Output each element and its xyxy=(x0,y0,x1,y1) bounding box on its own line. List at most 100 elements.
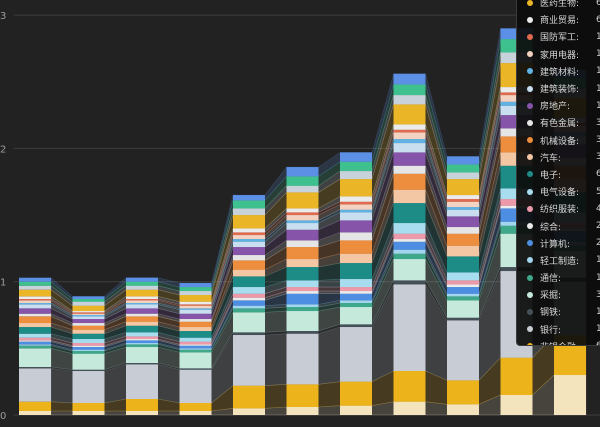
bar-segment[interactable] xyxy=(179,319,212,322)
bar-segment[interactable] xyxy=(126,339,158,341)
bar-segment[interactable] xyxy=(126,300,158,304)
bar-segment[interactable] xyxy=(286,176,319,186)
bar-segment[interactable] xyxy=(19,337,51,341)
bar-segment[interactable] xyxy=(447,317,479,321)
bar-segment[interactable] xyxy=(126,296,158,300)
bar-segment[interactable] xyxy=(393,253,426,260)
bar-segment[interactable] xyxy=(179,291,212,296)
bar-segment[interactable] xyxy=(126,313,158,317)
bar-segment[interactable] xyxy=(340,253,372,264)
bar-segment[interactable] xyxy=(72,319,105,324)
bar-segment[interactable] xyxy=(19,303,51,305)
bar-segment[interactable] xyxy=(19,367,51,369)
bar-segment[interactable] xyxy=(340,291,372,294)
bar-segment[interactable] xyxy=(126,399,158,412)
bar-segment[interactable] xyxy=(340,201,372,205)
bar-segment[interactable] xyxy=(72,403,105,412)
bar-segment[interactable] xyxy=(72,369,105,372)
bar-segment[interactable] xyxy=(393,239,426,242)
bar-segment[interactable] xyxy=(447,300,479,318)
bar-segment[interactable] xyxy=(447,296,479,301)
bar-segment[interactable] xyxy=(393,233,426,240)
bar-segment[interactable] xyxy=(126,308,158,314)
bar-segment[interactable] xyxy=(447,272,479,281)
bar-segment[interactable] xyxy=(72,312,105,314)
bar-segment[interactable] xyxy=(19,411,51,415)
bar-segment[interactable] xyxy=(233,287,265,294)
bar-segment[interactable] xyxy=(179,344,212,346)
bar-segment[interactable] xyxy=(447,209,479,217)
bar-segment[interactable] xyxy=(126,411,158,415)
bar-segment[interactable] xyxy=(72,333,105,340)
bar-segment[interactable] xyxy=(126,277,158,282)
bar-segment[interactable] xyxy=(286,240,319,248)
bar-segment[interactable] xyxy=(72,323,105,326)
bar-segment[interactable] xyxy=(72,311,105,313)
bar-segment[interactable] xyxy=(340,293,372,301)
bar-segment[interactable] xyxy=(72,313,105,316)
bar-segment[interactable] xyxy=(447,179,479,196)
bar-segment[interactable] xyxy=(179,321,212,328)
bar-segment[interactable] xyxy=(19,368,51,402)
bar-segment[interactable] xyxy=(393,284,426,372)
bar-segment[interactable] xyxy=(393,203,426,224)
bar-segment[interactable] xyxy=(179,368,212,370)
bar-segment[interactable] xyxy=(19,345,51,349)
bar-segment[interactable] xyxy=(179,305,212,309)
bar-segment[interactable] xyxy=(126,363,158,365)
bar-segment[interactable] xyxy=(19,313,51,317)
bar-segment[interactable] xyxy=(233,308,265,313)
bar-segment[interactable] xyxy=(393,84,426,96)
bar-segment[interactable] xyxy=(179,313,212,320)
bar-segment[interactable] xyxy=(179,369,212,404)
bar-segment[interactable] xyxy=(179,349,212,353)
bar-segment[interactable] xyxy=(179,287,212,292)
bar-segment[interactable] xyxy=(340,327,372,382)
bar-segment[interactable] xyxy=(233,228,265,233)
bar-segment[interactable] xyxy=(179,352,212,369)
bar-segment[interactable] xyxy=(179,331,212,338)
bar-segment[interactable] xyxy=(19,344,51,346)
bar-segment[interactable] xyxy=(126,289,158,297)
bar-segment[interactable] xyxy=(393,139,426,144)
bar-segment[interactable] xyxy=(233,408,265,415)
bar-segment[interactable] xyxy=(286,259,319,268)
bar-segment[interactable] xyxy=(286,311,319,332)
bar-segment[interactable] xyxy=(447,199,479,202)
bar-segment[interactable] xyxy=(393,280,426,285)
bar-segment[interactable] xyxy=(179,403,212,412)
bar-segment[interactable] xyxy=(72,345,105,348)
bar-segment[interactable] xyxy=(340,263,372,280)
bar-segment[interactable] xyxy=(286,291,319,294)
bar-segment[interactable] xyxy=(126,281,158,286)
bar-segment[interactable] xyxy=(393,152,426,166)
bar-segment[interactable] xyxy=(447,156,479,165)
bar-segment[interactable] xyxy=(286,229,319,241)
bar-segment[interactable] xyxy=(233,255,265,261)
bar-segment[interactable] xyxy=(233,208,265,216)
bar-segment[interactable] xyxy=(72,343,105,346)
bar-segment[interactable] xyxy=(19,299,51,301)
bar-segment[interactable] xyxy=(286,167,319,177)
bar-segment[interactable] xyxy=(179,308,212,310)
bar-segment[interactable] xyxy=(340,240,372,254)
bar-segment[interactable] xyxy=(340,161,372,172)
bar-segment[interactable] xyxy=(286,384,319,408)
bar-segment[interactable] xyxy=(340,307,372,325)
bar-segment[interactable] xyxy=(393,241,426,250)
bar-segment[interactable] xyxy=(447,404,479,415)
bar-segment[interactable] xyxy=(447,256,479,273)
bar-segment[interactable] xyxy=(72,315,105,317)
bar-segment[interactable] xyxy=(447,280,479,285)
bar-segment[interactable] xyxy=(447,320,479,381)
bar-segment[interactable] xyxy=(340,279,372,288)
bar-segment[interactable] xyxy=(19,333,51,338)
bar-segment[interactable] xyxy=(72,349,105,352)
bar-segment[interactable] xyxy=(19,327,51,334)
bar-segment[interactable] xyxy=(233,297,265,301)
bar-segment[interactable] xyxy=(286,220,319,224)
bar-segment[interactable] xyxy=(286,192,319,209)
bar-segment[interactable] xyxy=(554,375,586,415)
bar-segment[interactable] xyxy=(72,347,105,350)
bar-segment[interactable] xyxy=(447,195,479,200)
